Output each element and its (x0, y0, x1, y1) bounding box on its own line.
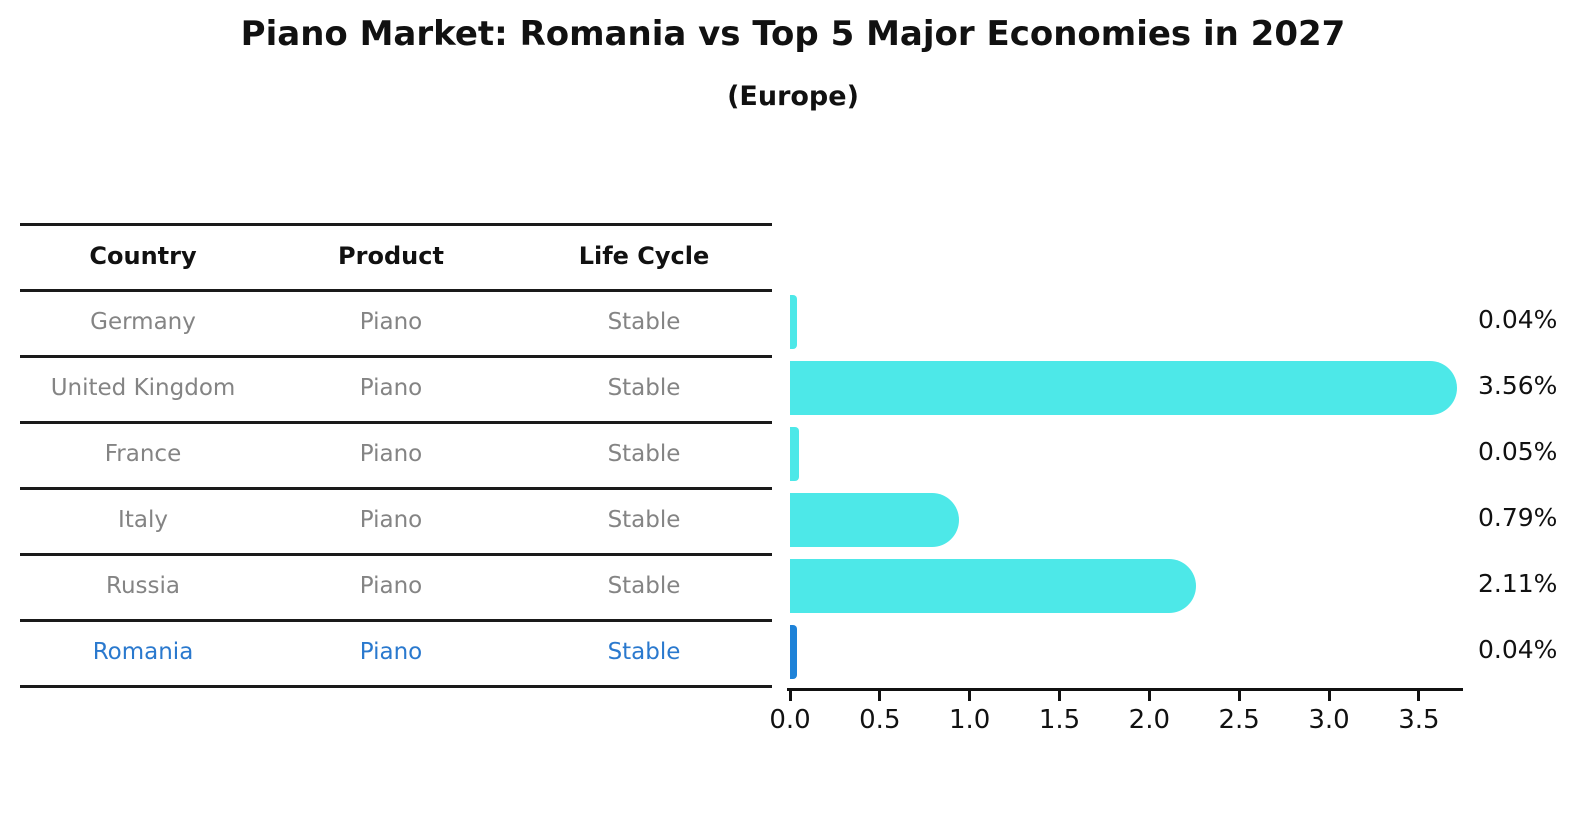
table-cell-product: Piano (359, 507, 423, 533)
x-tick-label: 3.5 (1398, 705, 1440, 735)
table-row: Russia Piano Stable (20, 553, 772, 619)
bar-value-label: 0.04% (1478, 305, 1558, 334)
table-header-lifecycle: Life Cycle (578, 242, 710, 270)
bar-value-label: 2.11% (1478, 569, 1558, 598)
chart-title: Piano Market: Romania vs Top 5 Major Eco… (240, 14, 1346, 54)
x-tick (1058, 691, 1062, 701)
x-tick-label: 1.5 (1038, 705, 1081, 735)
table-header-country: Country (89, 242, 197, 270)
table-cell-country: France (104, 441, 182, 467)
table-cell-lifecycle: Stable (607, 375, 681, 401)
bar-value-label: 0.05% (1478, 437, 1558, 466)
x-tick (1327, 691, 1331, 701)
table-cell-product: Piano (359, 375, 423, 401)
table-header-product: Product (338, 242, 444, 270)
x-tick (1417, 691, 1421, 701)
table-row: France Piano Stable (20, 421, 772, 487)
table-row: Romania Piano Stable (20, 619, 772, 685)
x-tick-label: 2.0 (1128, 705, 1171, 735)
table-cell-country: Romania (92, 639, 194, 665)
table-row-divider (20, 685, 772, 688)
table-cell-lifecycle: Stable (607, 639, 681, 665)
x-tick-label: 1.0 (948, 705, 991, 735)
table-cell-product: Piano (359, 441, 423, 467)
bar (790, 427, 799, 481)
table-row-divider (20, 289, 772, 292)
table-cell-product: Piano (359, 639, 423, 665)
x-tick (968, 691, 972, 701)
table-cell-product: Piano (359, 573, 423, 599)
table-row: United Kingdom Piano Stable (20, 355, 772, 421)
bar-value-label: 0.04% (1478, 635, 1558, 664)
bar (790, 295, 798, 349)
bar-value-label: 3.56% (1478, 371, 1558, 400)
chart-subtitle: (Europe) (727, 81, 859, 112)
table-cell-country: Italy (118, 507, 168, 533)
table-row-divider (20, 421, 772, 424)
x-tick-label: 0.0 (769, 705, 811, 735)
bar (790, 361, 1457, 415)
table-row-divider (20, 355, 772, 358)
table-cell-lifecycle: Stable (607, 441, 681, 467)
x-tick (1237, 691, 1241, 701)
x-tick (1147, 691, 1151, 701)
table-row: Italy Piano Stable (20, 487, 772, 553)
bar (790, 559, 1197, 613)
bar (790, 625, 798, 679)
table-cell-lifecycle: Stable (607, 573, 681, 599)
table-cell-lifecycle: Stable (607, 507, 681, 533)
x-tick-label: 2.5 (1218, 705, 1260, 735)
table-row-divider (20, 619, 772, 622)
table-row-divider (20, 223, 772, 226)
x-tick (878, 691, 882, 701)
x-axis-line (787, 688, 1463, 691)
x-tick-label: 3.0 (1308, 705, 1350, 735)
table-cell-lifecycle: Stable (607, 309, 681, 335)
table-cell-country: Germany (90, 309, 196, 335)
x-tick-label: 0.5 (859, 705, 901, 735)
table-row: Germany Piano Stable (20, 289, 772, 355)
bar (790, 493, 959, 547)
table-header-row: Country Product Life Cycle (20, 223, 772, 289)
table-row-divider (20, 487, 772, 490)
table-cell-country: United Kingdom (50, 375, 236, 401)
table-cell-product: Piano (359, 309, 423, 335)
table-row-divider (20, 553, 772, 556)
x-tick (788, 691, 792, 701)
bar-value-label: 0.79% (1478, 503, 1558, 532)
table-cell-country: Russia (106, 573, 180, 599)
